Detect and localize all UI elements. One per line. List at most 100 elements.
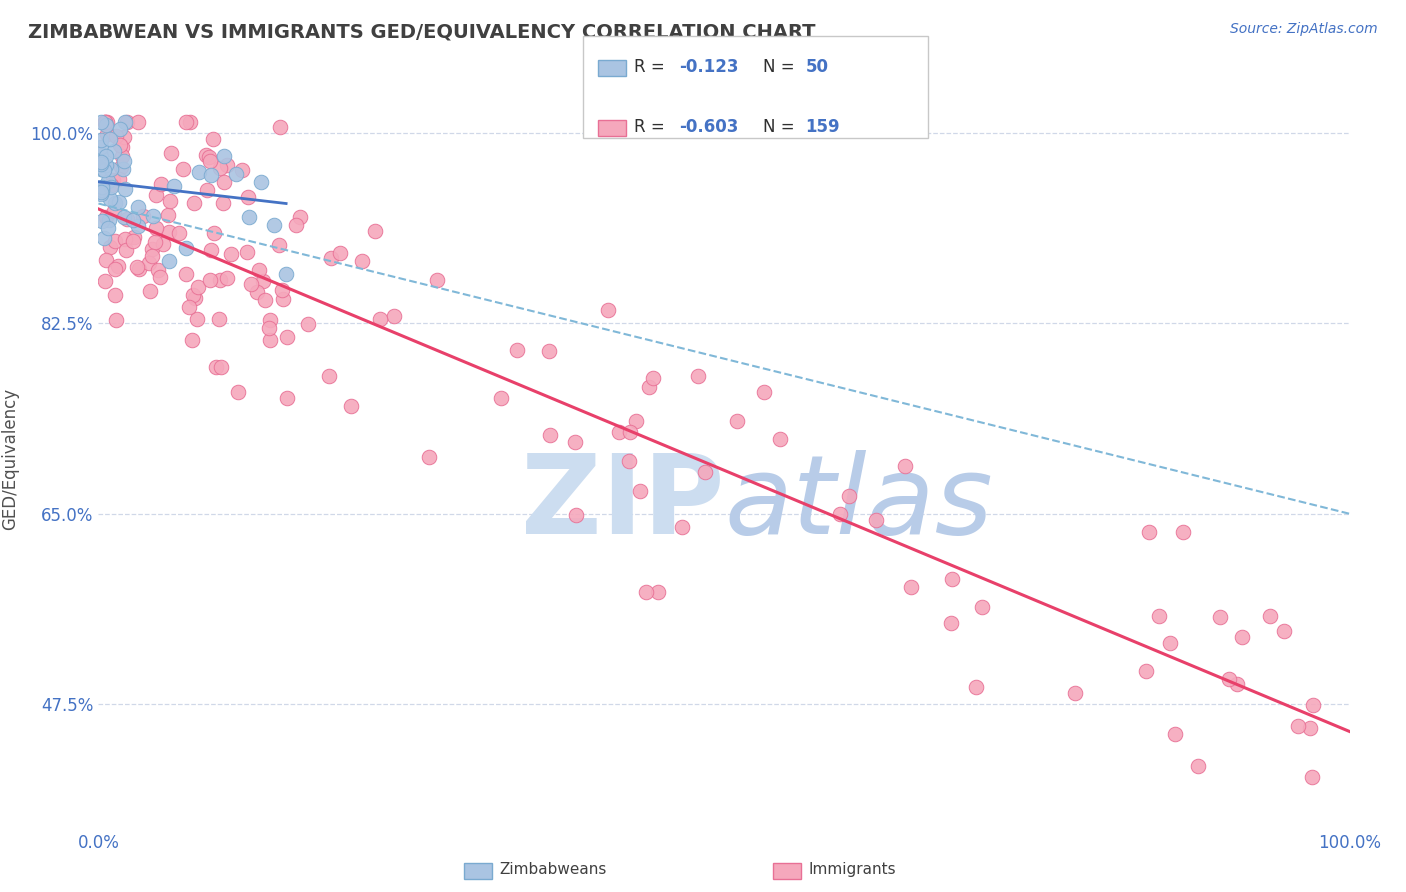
Point xyxy=(219,247,242,261)
Point xyxy=(90,157,112,171)
Point xyxy=(204,360,226,375)
Point xyxy=(91,185,114,199)
Point xyxy=(100,180,122,194)
Point xyxy=(90,183,112,197)
Point xyxy=(1258,609,1281,624)
Point xyxy=(238,189,260,203)
Point xyxy=(122,235,145,249)
Point xyxy=(125,260,148,275)
Point xyxy=(259,313,281,327)
Point xyxy=(209,360,232,375)
Point xyxy=(127,219,149,233)
Point xyxy=(695,465,717,479)
Point xyxy=(187,280,209,294)
Point xyxy=(90,187,112,202)
Point xyxy=(132,209,155,223)
Text: 159: 159 xyxy=(806,118,841,136)
Point xyxy=(184,291,207,305)
Point xyxy=(156,208,179,222)
Point xyxy=(202,131,225,145)
Point xyxy=(96,127,118,141)
Text: R =: R = xyxy=(634,118,671,136)
Point xyxy=(506,343,529,357)
Point xyxy=(212,196,235,211)
Point xyxy=(98,240,121,254)
Point xyxy=(111,149,134,163)
Point xyxy=(1272,624,1295,639)
Point xyxy=(231,162,253,177)
Point xyxy=(246,285,269,300)
Point xyxy=(207,312,229,326)
Point xyxy=(619,425,641,439)
Point xyxy=(108,172,131,186)
Point xyxy=(91,179,114,194)
Point xyxy=(212,149,235,163)
Point xyxy=(141,242,163,256)
Point xyxy=(769,432,792,446)
Point xyxy=(297,317,319,331)
Point xyxy=(1230,630,1253,644)
Point xyxy=(647,585,669,599)
Point xyxy=(200,168,222,182)
Text: N =: N = xyxy=(763,118,800,136)
Point xyxy=(538,428,561,442)
Point xyxy=(127,115,149,129)
Point xyxy=(93,115,115,129)
Point xyxy=(93,274,115,288)
Point xyxy=(939,615,962,630)
Point xyxy=(865,513,887,527)
Point xyxy=(671,520,693,534)
Point xyxy=(537,344,560,359)
Point xyxy=(195,183,218,197)
Point xyxy=(138,256,160,270)
Point xyxy=(382,309,405,323)
Point xyxy=(1299,722,1322,736)
Point xyxy=(100,132,122,146)
Point xyxy=(1164,727,1187,741)
Text: ZIP: ZIP xyxy=(520,450,724,558)
Point xyxy=(212,175,235,189)
Point xyxy=(90,133,112,147)
Point xyxy=(100,162,122,177)
Point xyxy=(1187,759,1209,773)
Point xyxy=(276,330,298,344)
Point xyxy=(271,292,294,306)
Point xyxy=(107,259,129,273)
Point xyxy=(112,210,135,224)
Point xyxy=(179,115,201,129)
Text: Immigrants: Immigrants xyxy=(808,863,896,877)
Point xyxy=(426,273,449,287)
Point xyxy=(128,262,150,277)
Point xyxy=(177,300,200,314)
Point xyxy=(145,187,167,202)
Point xyxy=(96,115,118,129)
Point xyxy=(94,115,117,129)
Point xyxy=(226,385,249,400)
Point xyxy=(259,333,281,347)
Point xyxy=(93,115,115,129)
Y-axis label: GED/Equivalency: GED/Equivalency xyxy=(1,388,20,531)
Point xyxy=(114,115,136,129)
Point xyxy=(636,584,658,599)
Point xyxy=(1301,770,1323,784)
Point xyxy=(90,186,112,200)
Point xyxy=(1149,609,1171,624)
Point xyxy=(112,130,135,145)
Point xyxy=(1137,525,1160,540)
Point xyxy=(112,154,135,169)
Text: 50: 50 xyxy=(806,58,828,76)
Point xyxy=(100,178,122,192)
Text: Zimbabweans: Zimbabweans xyxy=(499,863,606,877)
Point xyxy=(114,232,136,246)
Point xyxy=(489,391,512,405)
Point xyxy=(108,138,131,153)
Point xyxy=(626,414,648,428)
Point xyxy=(145,235,167,250)
Point xyxy=(127,200,149,214)
Text: -0.603: -0.603 xyxy=(679,118,738,136)
Point xyxy=(174,267,197,281)
Point xyxy=(150,177,173,191)
Point xyxy=(94,118,117,132)
Point xyxy=(727,414,749,428)
Point xyxy=(159,194,181,208)
